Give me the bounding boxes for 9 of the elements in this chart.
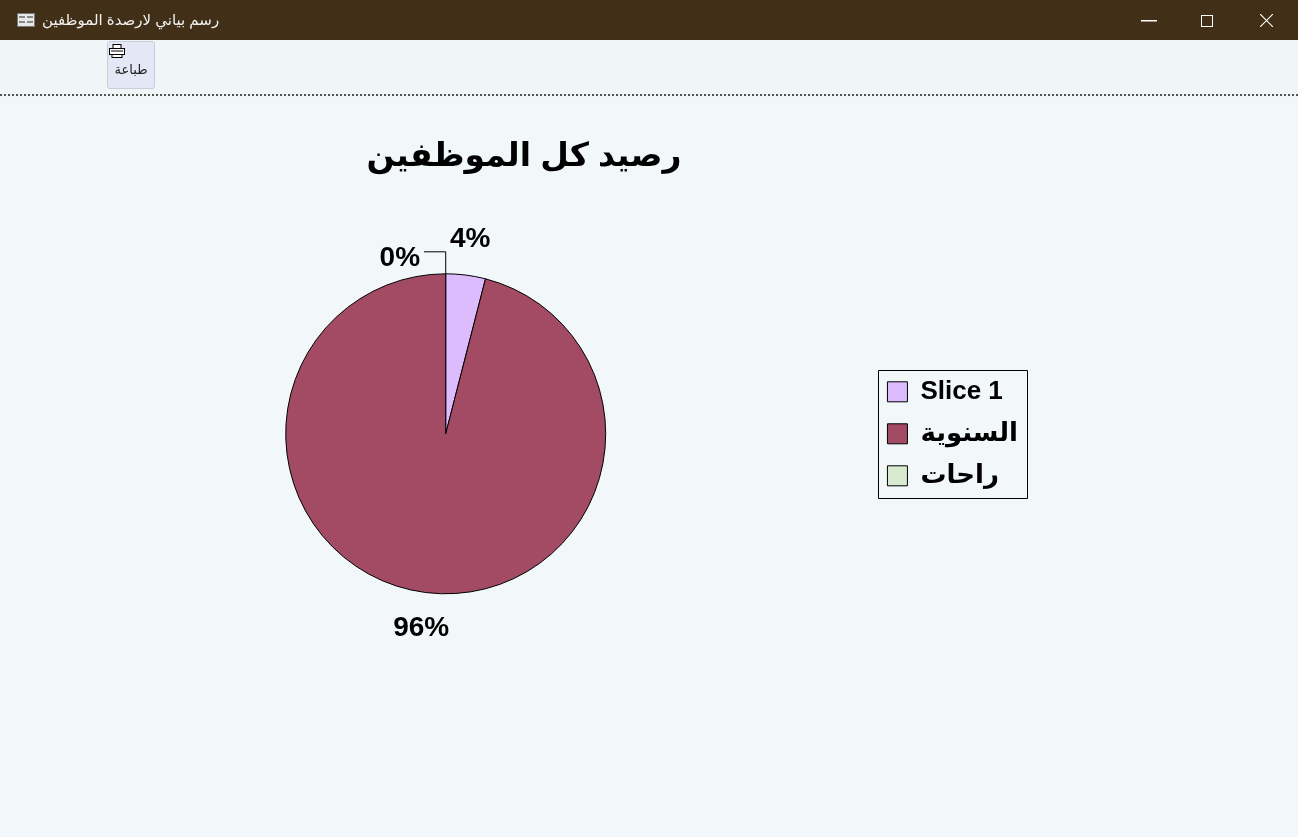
legend-label: Slice 1 <box>920 374 1003 405</box>
print-button: طباعة <box>107 41 155 89</box>
legend-label: السنوية <box>920 416 1018 448</box>
legend-label: راحات <box>920 458 999 489</box>
chart-title: رصيد كل الموظفين <box>366 135 682 175</box>
data-label: 4% <box>450 222 491 254</box>
data-label: 96% <box>393 610 450 642</box>
title-bar: رسم بياني لارصدة الموظفين <box>0 0 1298 40</box>
text: 0% <box>379 240 421 272</box>
